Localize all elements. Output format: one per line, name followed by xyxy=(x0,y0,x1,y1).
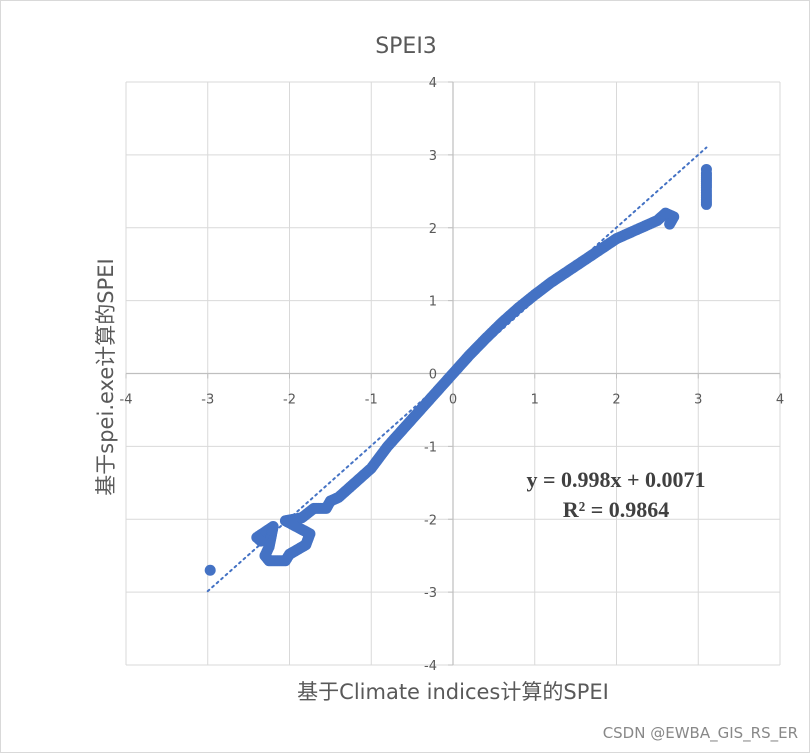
data-point xyxy=(431,386,443,398)
y-axis-label: 基于spei.exe计算的SPEI xyxy=(94,258,118,496)
data-point xyxy=(300,539,312,551)
data-point xyxy=(700,187,712,199)
watermark: CSDN @EWBA_GIS_RS_ER xyxy=(602,724,798,742)
x-tick-label: 3 xyxy=(694,393,702,408)
y-tick-label: -1 xyxy=(424,440,437,455)
data-point xyxy=(296,512,308,524)
data-point xyxy=(382,440,394,452)
y-tick-label: 1 xyxy=(429,295,437,310)
data-point xyxy=(284,548,295,560)
data-point xyxy=(447,368,459,379)
data-point xyxy=(279,515,291,527)
r-squared-label: R² = 0.9864 xyxy=(562,497,670,522)
data-point xyxy=(545,276,557,288)
chart-title: SPEI3 xyxy=(375,34,437,59)
data-point xyxy=(414,404,426,416)
data-point xyxy=(398,422,410,434)
x-tick-label: -3 xyxy=(201,393,214,408)
data-point xyxy=(288,519,300,531)
data-point xyxy=(512,302,524,314)
data-point xyxy=(304,528,316,540)
data-point xyxy=(700,198,712,210)
data-point xyxy=(349,477,361,489)
y-tick-label: -2 xyxy=(424,513,437,528)
x-tick-label: -4 xyxy=(120,393,133,408)
x-tick-label: 1 xyxy=(531,393,539,408)
data-point xyxy=(627,225,639,237)
y-tick-label: 4 xyxy=(429,76,437,91)
data-point xyxy=(308,502,320,514)
data-point xyxy=(333,491,345,503)
data-point xyxy=(700,167,712,179)
data-point xyxy=(263,555,275,567)
data-point xyxy=(365,462,377,474)
x-tick-label: 4 xyxy=(776,393,784,408)
data-point xyxy=(496,316,508,328)
data-point xyxy=(664,218,676,230)
data-point xyxy=(263,541,275,553)
x-tick-label: 2 xyxy=(612,393,620,408)
y-tick-label: -3 xyxy=(424,586,437,601)
data-point xyxy=(578,255,590,267)
data-point xyxy=(204,564,216,576)
data-point xyxy=(611,233,622,245)
y-tick-label: 2 xyxy=(429,222,437,237)
y-tick-label: -4 xyxy=(424,659,437,674)
y-tick-label: 0 xyxy=(429,368,437,383)
x-tick-label: -1 xyxy=(365,393,378,408)
x-axis-label: 基于Climate indices计算的SPEI xyxy=(297,680,609,704)
data-point xyxy=(373,451,385,463)
data-point xyxy=(594,244,606,256)
trendline-equation: y = 0.998x + 0.0071 xyxy=(526,467,706,492)
data-point xyxy=(651,214,663,226)
data-point xyxy=(251,531,263,543)
y-tick-label: 3 xyxy=(429,149,437,164)
data-point xyxy=(529,289,541,301)
data-point xyxy=(463,349,475,361)
data-point xyxy=(480,333,492,345)
x-tick-label: 0 xyxy=(449,393,457,408)
data-point xyxy=(357,470,369,482)
data-point xyxy=(341,484,353,496)
x-tick-label: -2 xyxy=(283,393,296,408)
